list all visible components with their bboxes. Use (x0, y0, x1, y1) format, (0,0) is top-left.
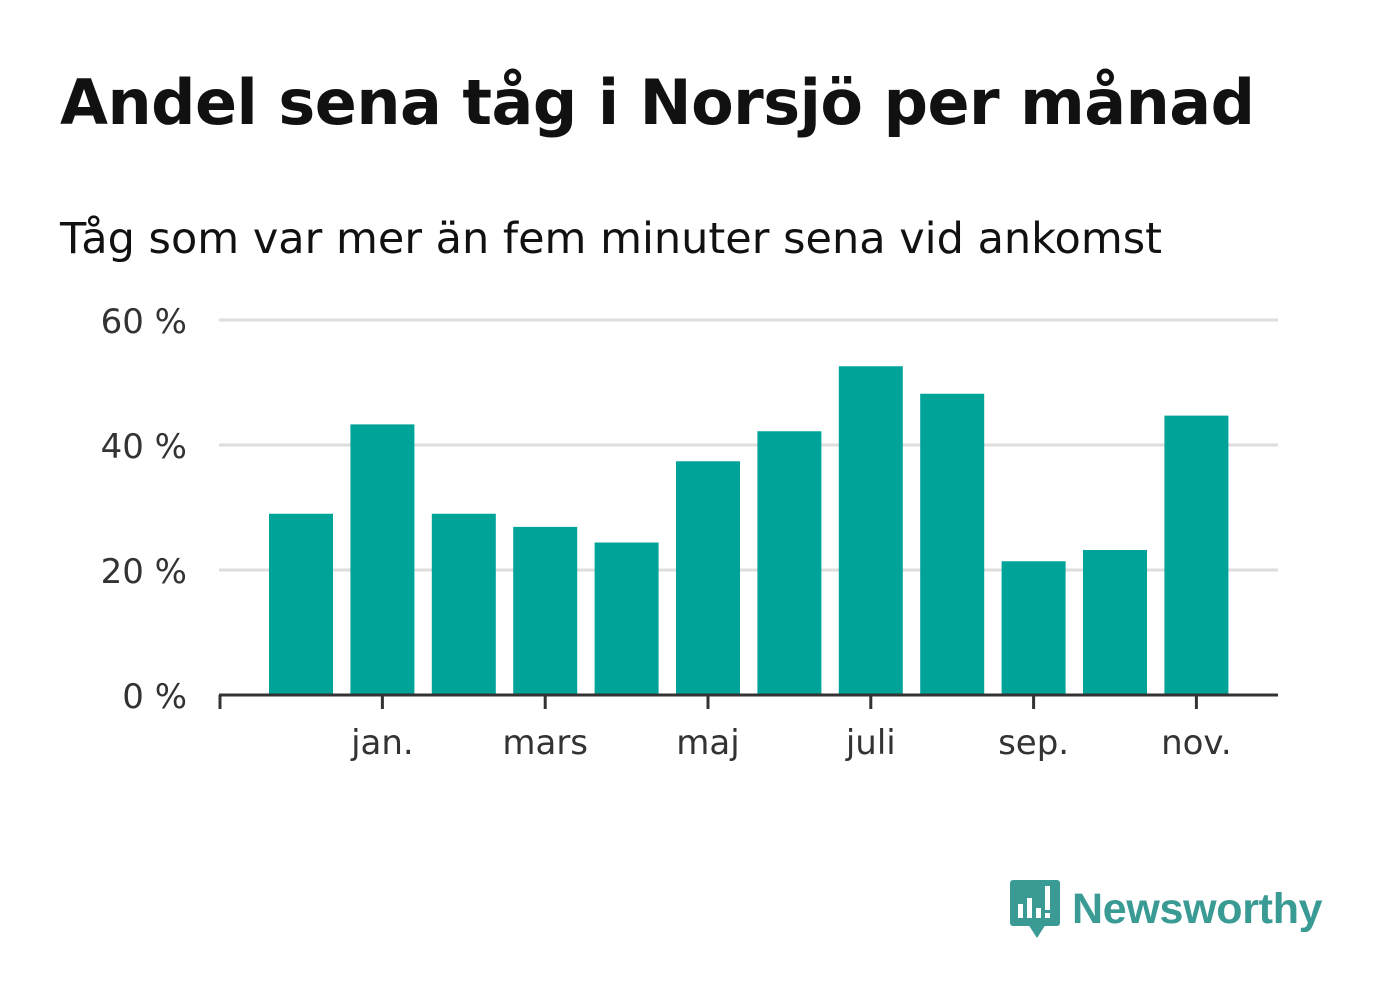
tick-labels: 0 % 20 % 40 % 60 % jan. mars maj juli sep. nov. (101, 302, 1232, 763)
bar (838, 366, 903, 695)
y-tick-label: 20 % (101, 552, 187, 592)
x-tick-label: jan. (350, 723, 414, 763)
x-tick-label: juli (845, 723, 896, 763)
y-tick-label: 0 % (122, 677, 187, 717)
bar (1001, 561, 1066, 695)
x-tick-label: mars (502, 723, 588, 763)
bar (269, 513, 333, 695)
x-tick-label: sep. (998, 723, 1069, 763)
y-tick-label: 60 % (101, 302, 187, 342)
y-tick-label: 40 % (101, 427, 187, 467)
x-tick-label: nov. (1161, 723, 1232, 763)
newsworthy-logo-icon (1010, 880, 1060, 938)
chart-subtitle: Tåg som var mer än fem minuter sena vid … (60, 214, 1163, 264)
brand: Newsworthy (1010, 878, 1323, 940)
bar (350, 424, 415, 695)
bars (269, 366, 1229, 695)
bar (1164, 415, 1229, 695)
bar (431, 513, 496, 695)
axes (218, 693, 1278, 709)
bar (1083, 550, 1147, 695)
bar (676, 461, 740, 695)
bar (920, 393, 985, 695)
brand-name: Newsworthy (1072, 884, 1323, 933)
bar (757, 431, 822, 695)
chart-title: Andel sena tåg i Norsjö per månad (60, 66, 1255, 139)
bar (513, 526, 578, 695)
x-tick-label: maj (676, 723, 739, 763)
bar (594, 542, 659, 695)
